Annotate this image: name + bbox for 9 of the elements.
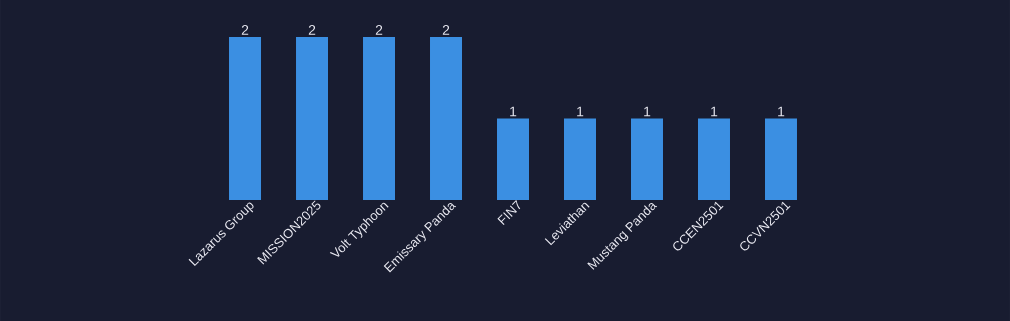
data-label: 1	[778, 106, 785, 117]
data-label: 1	[711, 106, 718, 117]
data-label: 1	[510, 106, 517, 117]
data-label: 1	[644, 106, 651, 117]
data-label: 2	[375, 25, 383, 35]
data-label: 2	[241, 25, 249, 35]
data-label: 1	[577, 106, 584, 117]
data-label: 2	[308, 25, 316, 35]
data-label: 2	[442, 25, 450, 35]
